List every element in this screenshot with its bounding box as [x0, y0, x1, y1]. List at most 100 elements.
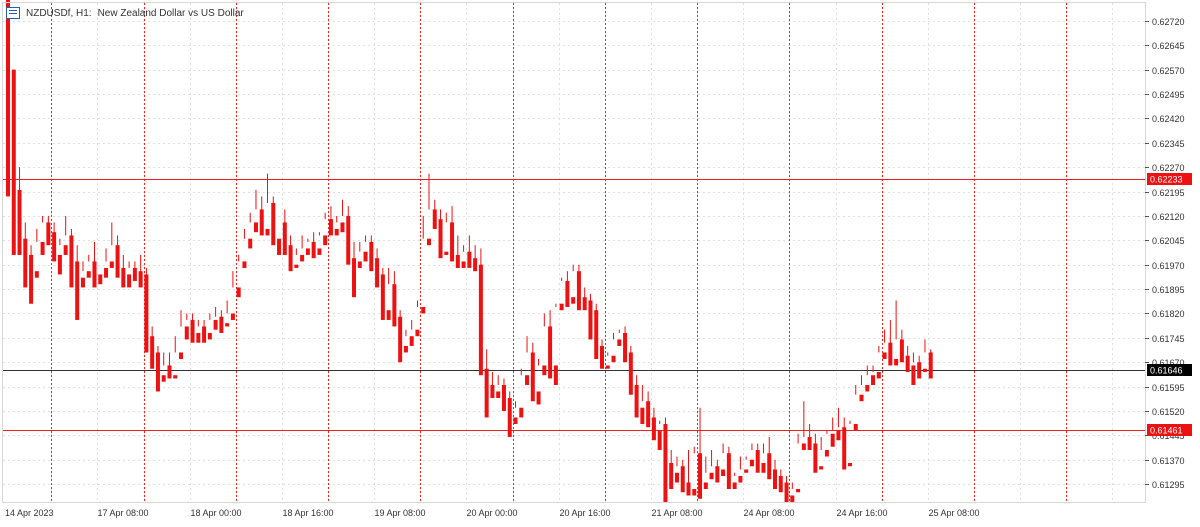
candle — [259, 196, 264, 236]
candle — [600, 339, 605, 369]
candle-body — [617, 339, 622, 346]
candle-body — [421, 306, 426, 314]
candle — [98, 274, 103, 285]
candle — [847, 420, 852, 467]
time-tick-label: 18 Apr 00:00 — [191, 508, 242, 518]
candle-body — [242, 261, 247, 268]
candle-body — [876, 371, 881, 379]
candle — [571, 264, 576, 304]
candle — [824, 430, 829, 457]
candle — [721, 443, 726, 476]
candle-body — [236, 287, 241, 298]
price-tick-label: 0.61670 — [1152, 358, 1185, 368]
candle — [253, 189, 258, 233]
candle-body — [634, 384, 639, 418]
candle-body — [571, 297, 576, 304]
candle-body — [640, 407, 645, 424]
candle-body — [323, 235, 328, 246]
candle-body — [894, 358, 899, 366]
candle — [738, 456, 743, 483]
candle-body — [871, 375, 876, 385]
candle — [796, 433, 801, 493]
candle — [853, 384, 858, 431]
candle-body — [455, 254, 460, 268]
candle — [801, 401, 806, 450]
candle — [894, 300, 899, 366]
candle — [715, 459, 720, 483]
candle-body — [444, 251, 449, 255]
candle — [363, 235, 368, 262]
candle-body — [184, 326, 189, 340]
candle — [761, 443, 766, 473]
candle-body — [150, 336, 155, 369]
candle-body — [703, 482, 708, 489]
candle-body — [490, 384, 495, 398]
candle-body — [34, 271, 39, 278]
candle — [294, 248, 299, 268]
candle — [311, 232, 316, 259]
candle-body — [11, 69, 16, 255]
candle-body — [29, 254, 34, 304]
candle — [40, 215, 45, 255]
candle — [478, 248, 483, 376]
candle — [651, 407, 656, 441]
candle — [346, 206, 351, 265]
candle — [63, 215, 68, 255]
candle-body — [265, 228, 270, 236]
candle — [282, 209, 287, 255]
candle — [403, 329, 408, 353]
candle — [92, 241, 97, 288]
candle — [663, 417, 668, 502]
candle-body — [109, 261, 114, 268]
candle — [104, 248, 109, 278]
candle — [905, 345, 910, 372]
candle — [501, 378, 506, 411]
candle — [426, 173, 431, 246]
candle-body — [340, 222, 345, 233]
candle-body — [686, 482, 691, 496]
candle — [450, 206, 455, 262]
candle-body — [230, 313, 235, 320]
candle-body — [824, 449, 829, 457]
time-tick-label: 18 Apr 16:00 — [283, 508, 334, 518]
candle — [530, 342, 535, 402]
candle-body — [744, 469, 749, 473]
candle-body — [138, 271, 143, 288]
candle — [305, 238, 310, 255]
candle-body — [899, 339, 904, 363]
candle-body — [484, 368, 489, 418]
candle — [173, 336, 178, 379]
candle-body — [167, 365, 172, 379]
candle-body — [17, 189, 22, 255]
candle — [928, 349, 933, 379]
candle — [513, 401, 518, 424]
price-level-tag-label: 0.61461 — [1150, 426, 1183, 436]
candle-body — [513, 417, 518, 424]
candle-body — [698, 453, 703, 499]
candle — [640, 384, 645, 424]
candle-body — [565, 280, 570, 307]
candle — [167, 352, 172, 379]
candle-body — [865, 384, 870, 392]
candle — [813, 433, 818, 473]
candle — [628, 345, 633, 395]
price-level-tag-label: 0.61646 — [1150, 366, 1183, 376]
candle-body — [190, 319, 195, 343]
candle — [767, 436, 772, 480]
candle-body — [104, 267, 109, 278]
candle — [115, 235, 120, 278]
candle — [271, 196, 276, 246]
candle-body — [86, 271, 91, 278]
candle — [127, 261, 132, 288]
candle — [248, 212, 253, 249]
candle-body — [23, 238, 28, 288]
chart-icon[interactable] — [6, 7, 20, 19]
candle-body — [450, 222, 455, 262]
candle-body — [46, 222, 51, 246]
candle — [859, 375, 864, 402]
candle — [109, 222, 114, 268]
price-tick-label: 0.61895 — [1152, 285, 1185, 295]
candle — [830, 417, 835, 447]
